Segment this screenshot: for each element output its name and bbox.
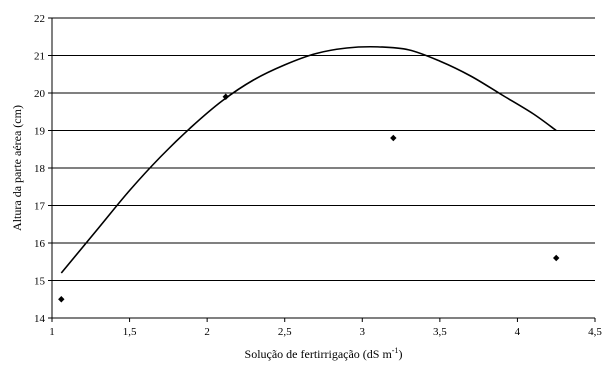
y-tick-label: 14 [34, 313, 46, 325]
data-point [553, 254, 560, 262]
x-tick-label: 4 [515, 326, 521, 338]
y-tick-label: 21 [34, 51, 45, 63]
y-tick-label: 15 [34, 276, 46, 288]
data-point [58, 296, 65, 303]
y-tick-label: 22 [34, 13, 45, 25]
data-point [390, 134, 397, 142]
x-tick-label: 3,5 [433, 326, 447, 338]
axes [48, 17, 596, 322]
series-layer [58, 45, 560, 303]
y-tick-label: 20 [34, 88, 46, 100]
x-axis-title: Solução de fertirrigação (dS m-1) [245, 346, 403, 361]
y-tick-labels: 14 15 16 17 18 19 20 21 22 [34, 13, 46, 325]
y-tick-label: 17 [34, 201, 46, 213]
x-tick-label: 1 [49, 326, 55, 338]
y-tick-label: 18 [34, 163, 46, 175]
x-tick-labels: 1 1,5 2 2,5 3 3,5 4 4,5 [49, 326, 602, 338]
x-tick-label: 1,5 [123, 326, 137, 338]
x-tick-label: 2,5 [278, 326, 292, 338]
x-tick-label: 3 [360, 326, 366, 338]
x-tick-label: 2 [204, 326, 210, 338]
fitted-curve [60, 45, 557, 274]
y-tick-label: 19 [34, 126, 46, 138]
y-axis-title: Altura da parte aérea (cm) [10, 105, 24, 231]
x-tick-label: 4,5 [588, 326, 602, 338]
gridlines [52, 17, 595, 319]
data-point [222, 93, 229, 100]
y-tick-label: 16 [34, 238, 46, 250]
